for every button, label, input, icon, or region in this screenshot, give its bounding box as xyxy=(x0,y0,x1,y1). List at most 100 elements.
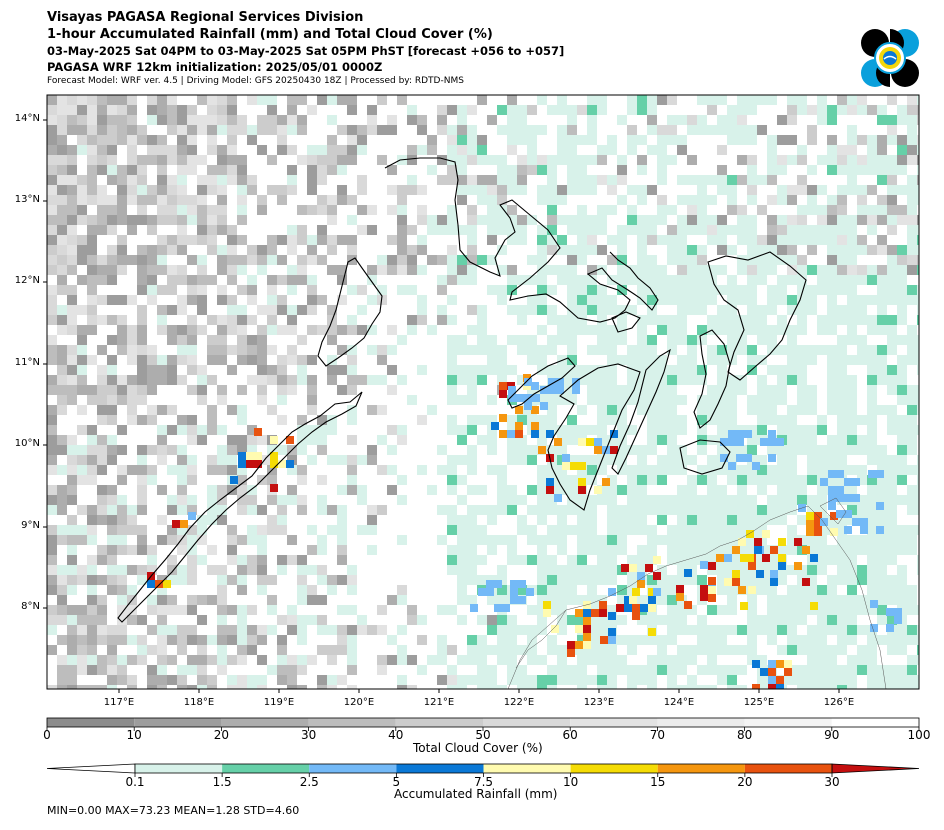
field-cell xyxy=(537,285,547,295)
field-cell xyxy=(337,155,347,165)
rain-cell xyxy=(556,386,564,394)
field-cell xyxy=(857,665,867,675)
field-cell xyxy=(867,455,877,465)
field-cell xyxy=(157,115,167,125)
field-cell xyxy=(807,175,817,185)
field-cell xyxy=(57,515,67,525)
field-cell xyxy=(137,475,147,485)
field-cell xyxy=(297,555,307,565)
field-cell xyxy=(797,225,807,235)
field-cell xyxy=(617,225,627,235)
field-cell xyxy=(307,165,317,175)
field-cell xyxy=(717,225,727,235)
field-cell xyxy=(177,395,187,405)
field-cell xyxy=(917,385,919,395)
field-cell xyxy=(97,205,107,215)
field-cell xyxy=(157,685,167,689)
field-cell xyxy=(147,625,157,635)
field-cell xyxy=(437,425,447,435)
field-cell xyxy=(687,295,697,305)
field-cell xyxy=(337,385,347,395)
field-cell xyxy=(877,355,887,365)
field-cell xyxy=(597,655,607,665)
lat-label: 12°N xyxy=(14,275,40,286)
field-cell xyxy=(397,445,407,455)
field-cell xyxy=(477,155,487,165)
field-cell xyxy=(357,395,367,405)
field-cell xyxy=(277,605,287,615)
field-cell xyxy=(577,415,587,425)
field-cell xyxy=(327,165,337,175)
field-cell xyxy=(777,195,787,205)
field-cell xyxy=(827,645,837,655)
field-cell xyxy=(107,435,117,445)
field-cell xyxy=(317,425,327,435)
field-cell xyxy=(497,225,507,235)
field-cell xyxy=(767,585,777,595)
field-cell xyxy=(357,455,367,465)
field-cell xyxy=(547,285,557,295)
field-cell xyxy=(907,495,917,505)
field-cell xyxy=(587,365,597,375)
field-cell xyxy=(117,435,127,445)
field-cell xyxy=(527,115,537,125)
field-cell xyxy=(887,265,897,275)
field-cell xyxy=(617,465,627,475)
field-cell xyxy=(117,465,127,475)
field-cell xyxy=(527,135,537,145)
field-cell xyxy=(297,365,307,375)
field-cell xyxy=(837,585,847,595)
field-cell xyxy=(767,625,777,635)
field-cell xyxy=(327,275,337,285)
field-cell xyxy=(707,455,717,465)
field-cell xyxy=(867,565,877,575)
field-cell xyxy=(487,385,497,395)
field-cell xyxy=(617,305,627,315)
field-cell xyxy=(657,375,667,385)
panay-coastline xyxy=(507,357,576,409)
field-cell xyxy=(437,545,447,555)
field-cell xyxy=(187,375,197,385)
field-cell xyxy=(677,355,687,365)
field-cell xyxy=(497,635,507,645)
field-cell xyxy=(387,405,397,415)
field-cell xyxy=(67,125,77,135)
field-cell xyxy=(717,355,727,365)
field-cell xyxy=(267,105,277,115)
field-cell xyxy=(247,195,257,205)
field-cell xyxy=(827,195,837,205)
field-cell xyxy=(517,165,527,175)
field-cell xyxy=(217,615,227,625)
field-cell xyxy=(857,355,867,365)
field-cell xyxy=(687,455,697,465)
field-cell xyxy=(287,615,297,625)
field-cell xyxy=(397,575,407,585)
field-cell xyxy=(157,485,167,495)
field-cell xyxy=(907,485,917,495)
field-cell xyxy=(577,635,587,645)
field-cell xyxy=(587,505,597,515)
field-cell xyxy=(277,675,287,685)
field-cell xyxy=(217,435,227,445)
field-cell xyxy=(187,225,197,235)
field-cell xyxy=(297,525,307,535)
field-cell xyxy=(307,315,317,325)
field-cell xyxy=(227,225,237,235)
field-cell xyxy=(487,685,497,689)
field-cell xyxy=(87,515,97,525)
field-cell xyxy=(907,575,917,585)
field-cell xyxy=(377,595,387,605)
field-cell xyxy=(757,255,767,265)
field-cell xyxy=(107,285,117,295)
field-cell xyxy=(517,475,527,485)
field-cell xyxy=(447,205,457,215)
field-cell xyxy=(67,445,77,455)
field-cell xyxy=(867,395,877,405)
field-cell xyxy=(457,495,467,505)
field-cell xyxy=(517,295,527,305)
field-cell xyxy=(357,125,367,135)
field-cell xyxy=(247,605,257,615)
field-cell xyxy=(727,285,737,295)
field-cell xyxy=(787,235,797,245)
field-cell xyxy=(877,515,887,525)
